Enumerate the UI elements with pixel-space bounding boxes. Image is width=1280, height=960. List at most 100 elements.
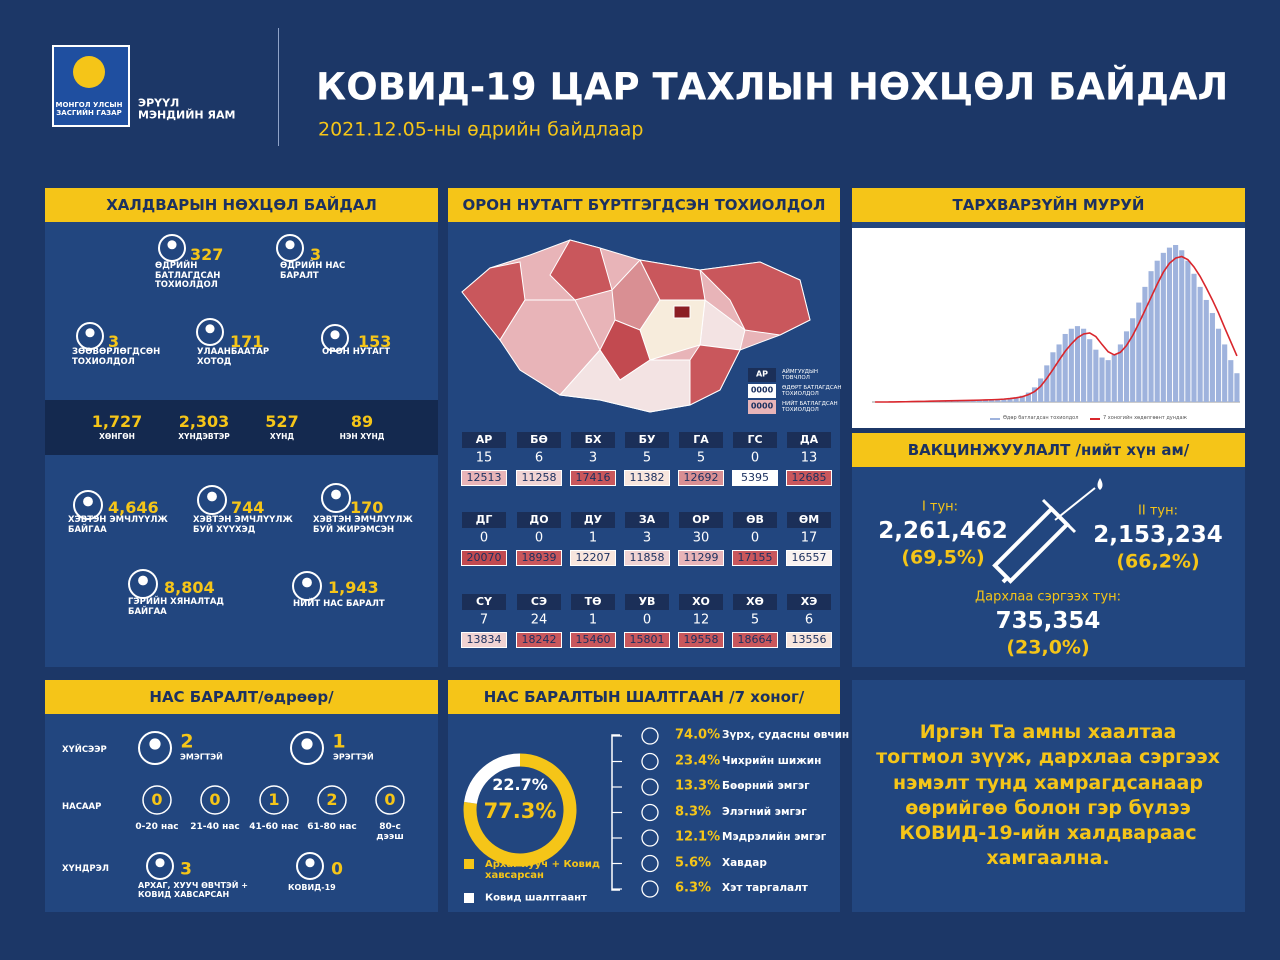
bar [976,399,982,402]
stat-label: ОРОН НУТАГТ [322,347,391,357]
cause-percent: 5.6% [675,855,712,871]
condition-label: КОВИД-19 [288,883,336,892]
region-total-cell [570,550,616,566]
region-code: ГА [693,432,709,446]
region-total-cell [570,470,616,486]
region-code: ДГ [475,512,493,526]
region-total-cell [516,550,562,566]
death-label: ЭМЭГТЭЙ [180,752,223,762]
region-total: 15460 [575,632,611,646]
title: КОВИД-19 ЦАР ТАХЛЫН НӨХЦӨЛ БАЙДАЛ [316,65,1229,109]
bar [1136,302,1142,402]
region-total: 15801 [629,632,665,646]
bar [1068,328,1074,402]
region-total-cell [786,632,832,648]
panel-header: ВАКЦИНЖУУЛАЛТ /нийт хүн ам/ [852,433,1245,467]
dose-percent: (66,2%) [1116,550,1200,573]
region-code-cell [462,594,506,610]
icon [641,854,659,873]
region-total: 11299 [683,550,719,564]
bar [982,399,989,402]
bar [1019,395,1025,402]
region-code: ДУ [583,512,603,526]
bar [1173,245,1179,402]
care-value: 8,804 [164,578,215,598]
region-total-cell [461,550,507,566]
death-value: 0 [209,790,221,810]
age-label: 41-60 нас [249,822,299,832]
legend-code: АР [755,369,769,379]
bar [1154,260,1160,402]
bar [1228,360,1234,402]
region-code: СҮ [475,594,493,608]
bar [1093,349,1099,402]
logo-text: МОНГОЛ УЛСЫН ЗАСГИЙН ГАЗАР [55,101,123,117]
region-code-cell [679,594,723,610]
bar [1130,318,1136,402]
region-total: 12692 [683,470,719,484]
region-daily: 0 [479,530,489,546]
icon [138,575,148,586]
icon [73,490,103,520]
map [461,239,811,413]
legend-code: 0000 [750,385,774,395]
region-code: ӨВ [746,512,764,526]
bar [1160,252,1166,402]
icon [290,731,324,765]
region-code-cell [733,594,777,610]
icon [196,318,224,346]
region-total: 16557 [791,550,827,564]
region-total-cell [732,470,778,486]
region-code: ХЭ [800,594,818,608]
region-code-cell [625,432,669,448]
bar [1074,326,1081,402]
age-circle [375,785,405,815]
region-total-cell [786,550,832,566]
region-total-cell [624,550,670,566]
region-total: 18939 [521,550,557,564]
cause-percent: 23.4% [675,753,721,769]
icon [197,485,227,515]
stat-value: 3 [108,332,120,352]
cause-label: Зүрх, судасны өвчин [722,729,850,742]
bar [1025,392,1031,402]
region-code: БУ [638,432,656,446]
bar [1215,328,1222,402]
row-label: НАСААР [62,802,102,813]
dose-label: I тун: [921,499,959,515]
bar [1050,352,1056,402]
region-total-cell [732,550,778,566]
region-total: 18664 [737,632,773,646]
region-total-cell [516,470,562,486]
cause-label: Элэгний эмгэг [722,805,807,818]
region-total: 11258 [521,470,557,484]
region-code-cell [679,512,723,528]
bar [1031,387,1038,402]
icon [155,858,165,868]
region-code-cell [679,432,723,448]
cause-label: Хавдар [722,856,767,869]
region-daily: 0 [750,450,760,466]
icon [146,852,174,880]
region-code: УВ [638,594,656,608]
death-value: 0 [384,790,396,810]
region-code-cell [733,432,777,448]
donut-segment [464,753,521,805]
cause-percent: 74.0% [675,727,721,743]
region-code: ЗА [638,512,656,526]
region-daily: 5 [642,450,652,466]
region-total-cell [678,550,724,566]
icon [641,752,659,771]
legend-code: 0000 [750,401,774,411]
legend-label: Архаг хууч + Ковид хавсарсан [485,858,600,881]
bar [1148,271,1154,402]
region-total-cell [678,632,724,648]
dose-value: 735,354 [995,608,1101,635]
bar [1117,344,1123,402]
region-total: 12207 [575,550,611,564]
bar [1087,339,1093,402]
region-total-cell [624,632,670,648]
bar [1044,365,1050,402]
bar [1142,286,1148,402]
row-label: ХҮНДРЭЛ [62,864,109,875]
